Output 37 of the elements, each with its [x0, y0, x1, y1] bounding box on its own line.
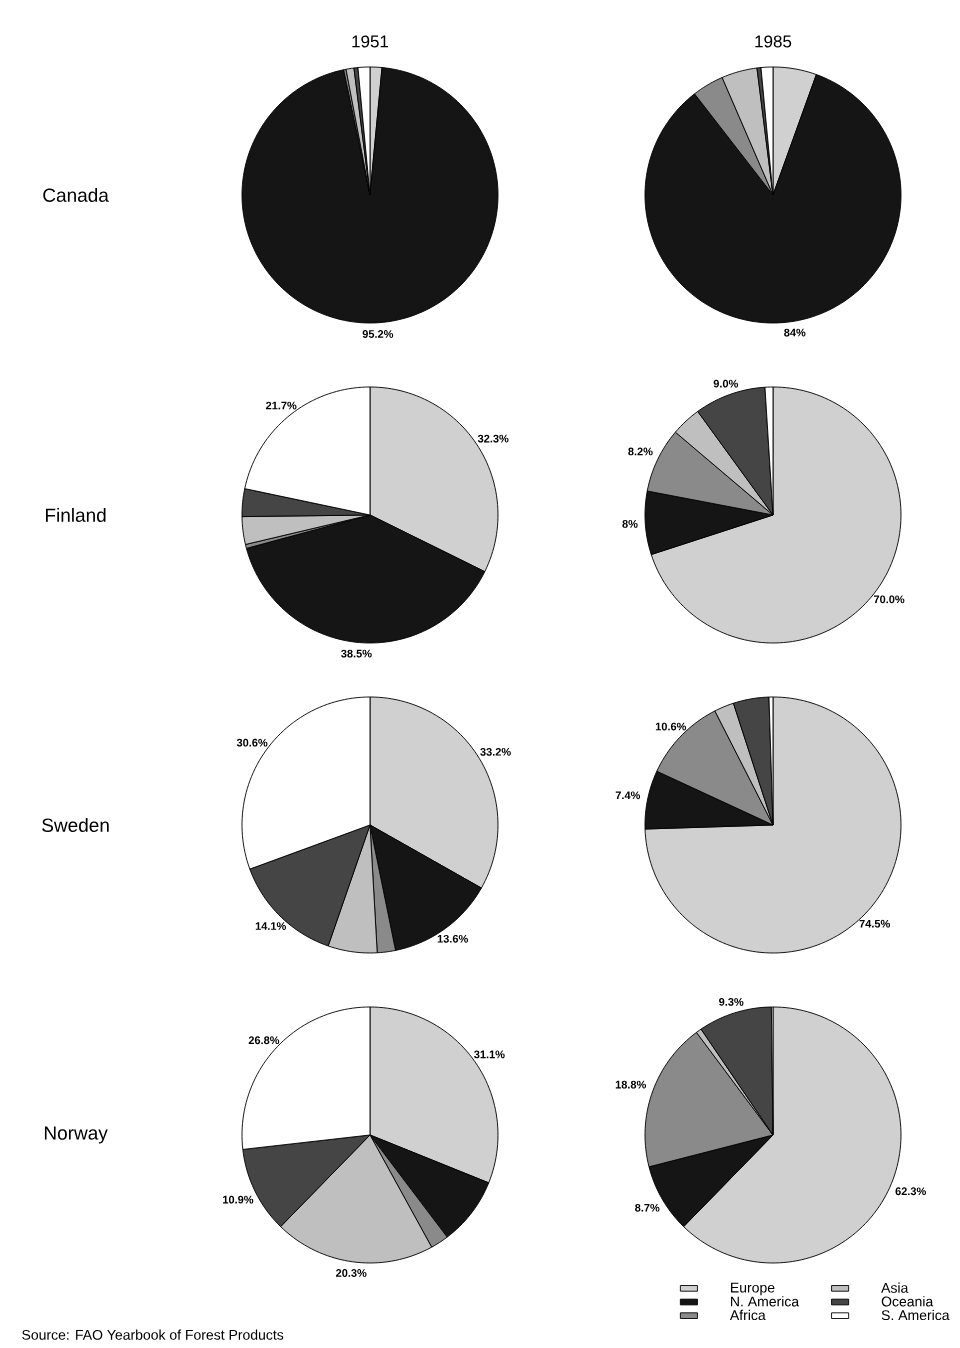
data-label: 8% — [622, 520, 638, 528]
data-label: 8.2% — [628, 447, 653, 456]
legend-label: Europe — [731, 1282, 775, 1296]
legend-label: Asia — [881, 1282, 909, 1293]
data-label: 30.6% — [236, 738, 268, 747]
data-label: 21.7% — [265, 401, 297, 410]
data-label: 95.2% — [362, 330, 394, 338]
data-label: 84% — [784, 328, 806, 337]
data-label: 7.4% — [615, 791, 641, 800]
data-label: 20.3% — [335, 1269, 367, 1277]
legend-label: S. America — [881, 1309, 950, 1321]
data-label: 33.2% — [480, 747, 511, 756]
data-label: 26.8% — [248, 1036, 280, 1045]
data-label: 10.6% — [655, 722, 687, 731]
data-label: 9.0% — [713, 379, 739, 388]
text: Canada — [43, 188, 109, 202]
legend-label: N. America — [731, 1296, 800, 1307]
chart-title: 1951 — [352, 35, 389, 48]
data-label: 18.8% — [615, 1080, 647, 1089]
source-note: Source: FAO Yearbook of Forest Products — [22, 1329, 284, 1340]
data-label: 13.6% — [437, 934, 468, 943]
data-label: 14.1% — [255, 922, 286, 930]
data-label: 70.0% — [873, 595, 905, 604]
text: Norway — [44, 1126, 108, 1144]
chart-title: 1985 — [755, 35, 792, 48]
text: Sweden — [42, 818, 109, 832]
legend-label: Africa — [729, 1309, 766, 1321]
text: Finland — [45, 508, 106, 522]
data-label: 62.3% — [895, 1187, 926, 1196]
data-label: 31.1% — [474, 1050, 505, 1059]
data-label: 38.5% — [341, 649, 372, 658]
legend-label: Oceania — [881, 1296, 934, 1307]
data-label: 32.3% — [477, 434, 509, 443]
data-label: 74.5% — [859, 919, 890, 928]
data-label: 10.9% — [223, 1195, 254, 1204]
data-label: 8.7% — [635, 1203, 660, 1212]
data-label: 9.3% — [719, 998, 744, 1006]
